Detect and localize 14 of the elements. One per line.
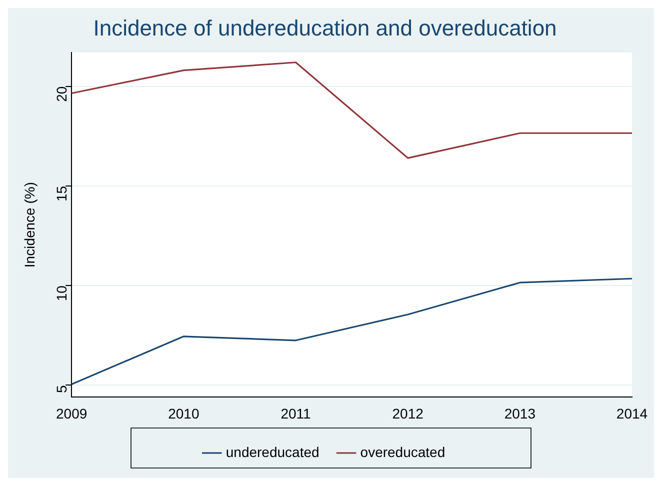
x-tick-label: 2010 (168, 405, 200, 422)
legend-label: overeducated (360, 444, 446, 460)
y-tick-label: 15 (53, 186, 70, 202)
x-tick-label: 2014 (616, 405, 648, 422)
x-tick-label: 2013 (504, 405, 536, 422)
y-tick-label: 20 (53, 86, 70, 102)
x-tick-label: 2012 (392, 405, 424, 422)
y-axis-title: Incidence (%) (21, 182, 38, 268)
y-tick-label: 5 (53, 385, 70, 394)
y-tick-label: 10 (53, 285, 70, 302)
chart-title: Incidence of undereducation and overeducation (93, 15, 557, 40)
x-tick-label: 2009 (56, 405, 88, 422)
legend-label: undereducated (226, 444, 320, 460)
x-tick-label: 2011 (280, 405, 312, 422)
